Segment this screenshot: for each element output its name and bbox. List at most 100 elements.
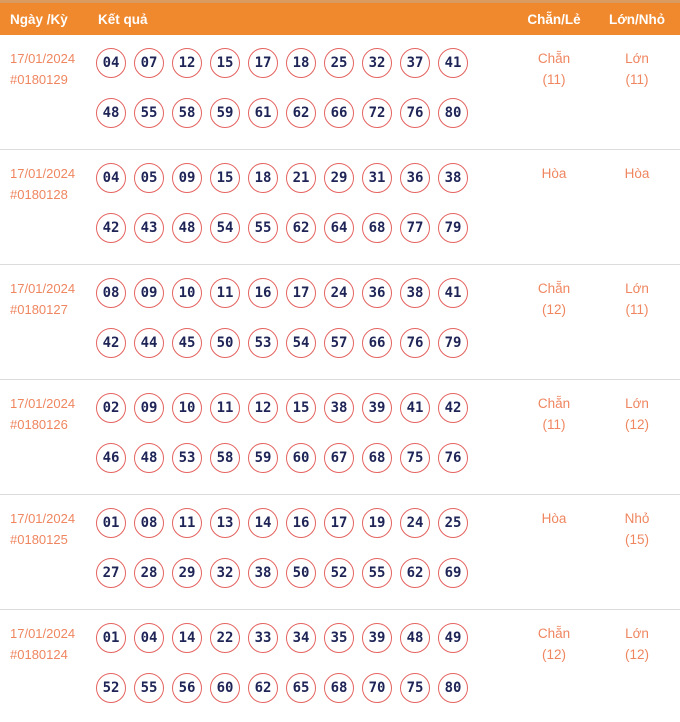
lottery-ball: 67	[324, 443, 354, 473]
lottery-ball: 01	[96, 623, 126, 653]
lottery-ball: 15	[286, 393, 316, 423]
table-row: 17/01/2024 #0180129 04 07 12 15 17 18 25 32 37 41…	[0, 35, 680, 150]
result-balls: 02 09 10 11 12 15 38 39 41 42 46 48 53 58 59 60 67 68 75 7…	[96, 393, 510, 494]
big-small-result: Nhỏ (15)	[598, 508, 680, 609]
lottery-ball: 60	[286, 443, 316, 473]
lottery-ball: 60	[210, 673, 240, 703]
lottery-ball: 36	[400, 163, 430, 193]
lottery-ball: 11	[172, 508, 202, 538]
even-odd-result: Chẵn (12)	[510, 278, 598, 379]
draw-period: #0180129	[10, 72, 68, 87]
table-header: Ngày /Kỳ Kết quả Chẵn/Lẻ Lớn/Nhỏ	[0, 0, 680, 35]
draw-date: 17/01/2024	[10, 281, 76, 296]
result-balls: 01 04 14 22 33 34 35 39 48 49 52 55 56 60 62 65 68 70 75 8…	[96, 623, 510, 722]
lottery-ball: 07	[134, 48, 164, 78]
draw-date-period: 17/01/2024 #0180126	[0, 393, 96, 494]
lottery-ball: 04	[96, 163, 126, 193]
ball-line-1: 08 09 10 11 16 17 24 36 38 41	[96, 278, 510, 308]
lottery-ball: 24	[324, 278, 354, 308]
ball-line-2: 46 48 53 58 59 60 67 68 75 76	[96, 443, 510, 473]
column-header-big-small: Lớn/Nhỏ	[608, 11, 666, 27]
lottery-ball: 48	[134, 443, 164, 473]
lottery-ball: 54	[286, 328, 316, 358]
lottery-ball: 68	[324, 673, 354, 703]
lottery-ball: 18	[248, 163, 278, 193]
lottery-ball: 53	[248, 328, 278, 358]
big-small-count: (11)	[625, 72, 649, 87]
lottery-ball: 21	[286, 163, 316, 193]
lottery-ball: 57	[324, 328, 354, 358]
lottery-ball: 15	[210, 48, 240, 78]
lottery-ball: 80	[438, 98, 468, 128]
lottery-ball: 42	[96, 213, 126, 243]
lottery-ball: 55	[248, 213, 278, 243]
lottery-ball: 61	[248, 98, 278, 128]
table-row: 17/01/2024 #0180128 04 05 09 15 18 21 29 31 36 38…	[0, 150, 680, 265]
lottery-ball: 33	[248, 623, 278, 653]
table-row: 17/01/2024 #0180125 01 08 11 13 14 16 17 19 24 25…	[0, 495, 680, 610]
lottery-ball: 17	[324, 508, 354, 538]
big-small-result: Lớn (11)	[598, 48, 680, 149]
lottery-ball: 52	[324, 558, 354, 588]
lottery-ball: 09	[134, 393, 164, 423]
lottery-ball: 53	[172, 443, 202, 473]
lottery-ball: 08	[96, 278, 126, 308]
lottery-ball: 24	[400, 508, 430, 538]
lottery-ball: 68	[362, 213, 392, 243]
lottery-ball: 79	[438, 328, 468, 358]
lottery-ball: 76	[400, 98, 430, 128]
lottery-ball: 62	[248, 673, 278, 703]
lottery-ball: 68	[362, 443, 392, 473]
lottery-ball: 14	[248, 508, 278, 538]
draw-period: #0180126	[10, 417, 68, 432]
ball-line-2: 42 43 48 54 55 62 64 68 77 79	[96, 213, 510, 243]
lottery-ball: 75	[400, 443, 430, 473]
lottery-ball: 13	[210, 508, 240, 538]
lottery-ball: 15	[210, 163, 240, 193]
lottery-ball: 55	[134, 98, 164, 128]
big-small-value: Lớn	[625, 281, 649, 296]
lottery-ball: 18	[286, 48, 316, 78]
lottery-ball: 32	[210, 558, 240, 588]
draw-date-period: 17/01/2024 #0180128	[0, 163, 96, 264]
even-odd-result: Chẵn (11)	[510, 393, 598, 494]
ball-line-2: 52 55 56 60 62 65 68 70 75 80	[96, 673, 510, 703]
lottery-ball: 17	[248, 48, 278, 78]
lottery-ball: 62	[400, 558, 430, 588]
lottery-ball: 76	[438, 443, 468, 473]
lottery-ball: 62	[286, 98, 316, 128]
lottery-ball: 32	[362, 48, 392, 78]
lottery-ball: 65	[286, 673, 316, 703]
ball-line-2: 27 28 29 32 38 50 52 55 62 69	[96, 558, 510, 588]
lottery-ball: 25	[324, 48, 354, 78]
draw-period: #0180127	[10, 302, 68, 317]
lottery-ball: 04	[134, 623, 164, 653]
lottery-ball: 04	[96, 48, 126, 78]
column-header-even-odd: Chẵn/Lẻ	[527, 11, 581, 27]
lottery-ball: 29	[324, 163, 354, 193]
lottery-ball: 35	[324, 623, 354, 653]
lottery-ball: 41	[438, 278, 468, 308]
big-small-result: Lớn (12)	[598, 393, 680, 494]
lottery-ball: 55	[362, 558, 392, 588]
lottery-ball: 05	[134, 163, 164, 193]
lottery-ball: 27	[96, 558, 126, 588]
even-odd-value: Chẵn	[537, 51, 571, 66]
big-small-value: Nhỏ	[624, 511, 650, 526]
even-odd-result: Chẵn (11)	[510, 48, 598, 149]
lottery-ball: 72	[362, 98, 392, 128]
even-odd-value: Chẵn	[537, 281, 571, 296]
big-small-count: (12)	[624, 647, 649, 662]
lottery-ball: 17	[286, 278, 316, 308]
lottery-ball: 38	[400, 278, 430, 308]
ball-line-1: 01 04 14 22 33 34 35 39 48 49	[96, 623, 510, 653]
even-odd-result: Hòa	[510, 508, 598, 609]
even-odd-value: Chẵn	[537, 396, 571, 411]
even-odd-value: Chẵn	[537, 626, 571, 641]
draw-date-period: 17/01/2024 #0180125	[0, 508, 96, 609]
lottery-ball: 52	[96, 673, 126, 703]
lottery-ball: 09	[172, 163, 202, 193]
draw-date-period: 17/01/2024 #0180124	[0, 623, 96, 722]
draw-period: #0180128	[10, 187, 68, 202]
